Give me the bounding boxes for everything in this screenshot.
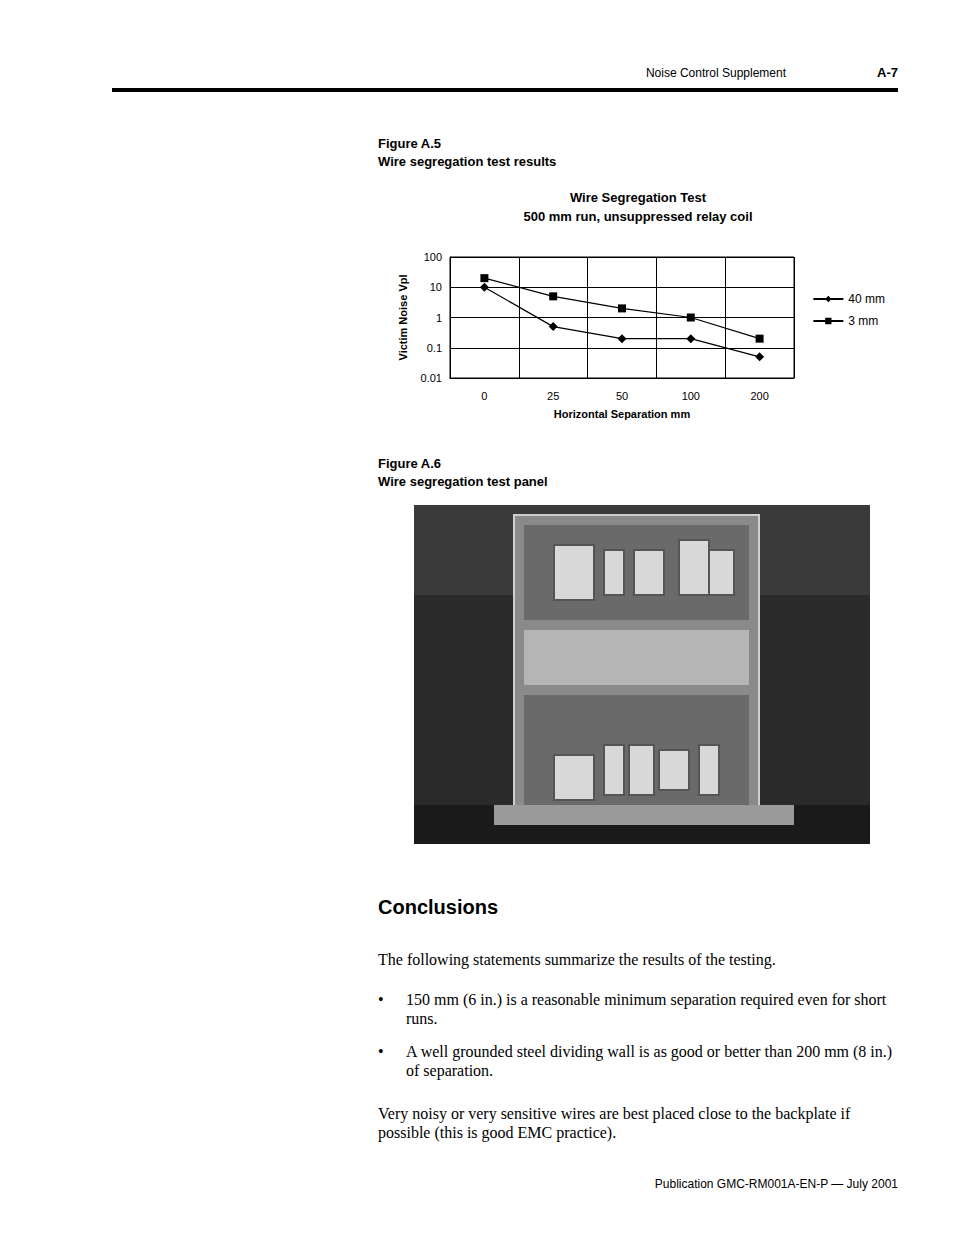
svg-text:1: 1 — [436, 312, 442, 324]
svg-text:500 mm run, unsuppressed relay: 500 mm run, unsuppressed relay coil — [523, 209, 752, 224]
html-text:Figure A.6: Figure A.6 — [378, 456, 442, 471]
svg-text:Wire Segregation Test: Wire Segregation Test — [570, 190, 707, 205]
svg-text:200: 200 — [750, 390, 768, 402]
html-text:150 mm (6 in.) is a reasonable: 150 mm (6 in.) is a reasonable minimum s… — [406, 991, 887, 1027]
html-text:Publication GMC-RM001A-EN-P —: Publication GMC-RM001A-EN-P — July 2001 — [654, 1177, 898, 1191]
svg-text:Horizontal Separation mm: Horizontal Separation mm — [554, 408, 691, 420]
svg-text:3 mm: 3 mm — [848, 314, 878, 328]
html-text:Wire segregation test results: Wire segregation test results — [378, 154, 557, 169]
svg-text:0.1: 0.1 — [427, 342, 442, 354]
svg-text:0: 0 — [481, 390, 487, 402]
html-text:A well grounded steel dividing: A well grounded steel dividing wall is a… — [406, 1043, 893, 1079]
svg-text:0.01: 0.01 — [421, 372, 442, 384]
svg-text:50: 50 — [616, 390, 628, 402]
html-text:Noise Control Supplement: Noise Control Supplement — [645, 66, 786, 80]
svg-text:40 mm: 40 mm — [848, 292, 885, 306]
html-text:The following statements summa: The following statements summarize the r… — [378, 951, 776, 968]
svg-text:10: 10 — [430, 281, 442, 293]
html-text:Figure A.5: Figure A.5 — [378, 136, 442, 151]
html-text:Very noisy or very sensitive w: Very noisy or very sensitive wires are b… — [378, 1105, 851, 1141]
html-text:A-7: A-7 — [877, 65, 898, 80]
svg-text:100: 100 — [682, 390, 700, 402]
svg-text:25: 25 — [547, 390, 559, 402]
html-text:Conclusions: Conclusions — [378, 896, 498, 918]
svg-text:100: 100 — [424, 251, 442, 263]
svg-text:Victim Noise Vpl: Victim Noise Vpl — [397, 275, 409, 361]
html-text:Wire segregation test panel: Wire segregation test panel — [378, 474, 548, 489]
